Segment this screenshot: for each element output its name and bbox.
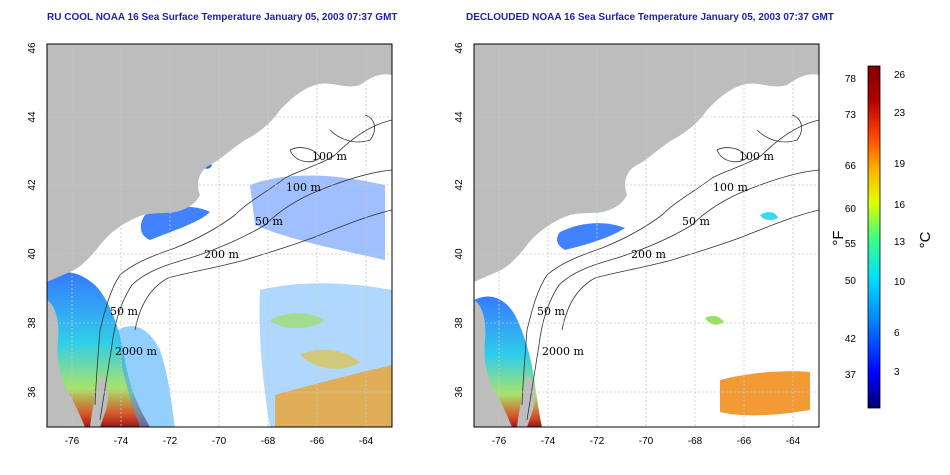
lon-tick-label: -72 [163, 436, 178, 447]
right-contour-labels: 100 m 100 m 50 m 200 m 50 m 2000 m [537, 150, 774, 358]
left-lon-ticks: -76 -74 -72 -70 -68 -66 -64 [65, 436, 374, 447]
contour-label: 100 m [286, 181, 321, 194]
fahrenheit-tick-label: 66 [845, 161, 857, 172]
lat-tick-label: 38 [27, 317, 38, 329]
lon-tick-label: -66 [737, 436, 752, 447]
right-lon-ticks: -76 -74 -72 -70 -68 -66 -64 [492, 436, 801, 447]
lat-tick-label: 46 [27, 42, 38, 54]
left-sst-imagery [47, 161, 392, 427]
lon-tick-label: -74 [114, 436, 129, 447]
left-contour-labels: 100 m 100 m 50 m 200 m 50 m 2000 m [110, 150, 347, 358]
contour-label: 100 m [739, 150, 774, 163]
colorbar-fahrenheit-ticks: 78 73 66 60 55 50 42 37 [845, 74, 857, 381]
colorbar-celsius-ticks: 26 23 19 16 13 10 6 3 [894, 70, 906, 378]
right-land [474, 44, 819, 427]
fahrenheit-tick-label: 55 [845, 239, 857, 250]
lon-tick-label: -70 [212, 436, 227, 447]
contour-label: 50 m [255, 215, 283, 228]
lon-tick-label: -64 [786, 436, 801, 447]
contour-label: 50 m [110, 305, 138, 318]
fahrenheit-unit-label: °F [830, 230, 847, 245]
contour-label: 200 m [631, 248, 666, 261]
lon-tick-label: -72 [590, 436, 605, 447]
celsius-tick-label: 26 [894, 70, 906, 81]
celsius-tick-label: 6 [894, 328, 900, 339]
contour-label: 100 m [312, 150, 347, 163]
lat-tick-label: 42 [27, 179, 38, 191]
left-lat-ticks: 46 44 42 40 38 36 [27, 42, 38, 398]
lon-tick-label: -64 [359, 436, 374, 447]
lat-tick-label: 36 [454, 386, 465, 398]
celsius-tick-label: 19 [894, 159, 906, 170]
fahrenheit-tick-label: 42 [845, 334, 857, 345]
lat-tick-label: 42 [454, 179, 465, 191]
left-land [47, 44, 392, 427]
lon-tick-label: -76 [492, 436, 507, 447]
left-grid [47, 44, 392, 427]
celsius-tick-label: 23 [894, 108, 906, 119]
lat-tick-label: 36 [27, 386, 38, 398]
contour-label: 100 m [713, 181, 748, 194]
fahrenheit-tick-label: 37 [845, 370, 857, 381]
lat-tick-label: 44 [454, 111, 465, 123]
lat-tick-label: 40 [454, 248, 465, 260]
celsius-tick-label: 3 [894, 367, 900, 378]
left-map-frame [46, 43, 393, 428]
lon-tick-label: -66 [310, 436, 325, 447]
fahrenheit-tick-label: 73 [845, 110, 857, 121]
contour-label: 2000 m [542, 345, 584, 358]
lat-tick-label: 44 [27, 111, 38, 123]
right-panel-title: DECLOUDED NOAA 16 Sea Surface Temperatur… [466, 12, 834, 23]
celsius-tick-label: 16 [894, 200, 906, 211]
celsius-tick-label: 10 [894, 277, 906, 288]
left-panel-title: RU COOL NOAA 16 Sea Surface Temperature … [47, 12, 398, 23]
contour-label: 2000 m [115, 345, 157, 358]
right-map-frame [473, 43, 820, 428]
lon-tick-label: -70 [639, 436, 654, 447]
right-map-panel: 100 m 100 m 50 m 200 m 50 m 2000 m -76 -… [454, 42, 820, 447]
right-grid [474, 44, 819, 427]
lon-tick-label: -68 [688, 436, 703, 447]
lon-tick-label: -68 [261, 436, 276, 447]
right-bathymetry-contours [521, 114, 819, 421]
temperature-colorbar: 78 73 66 60 55 50 42 37 26 23 19 16 13 1… [830, 65, 934, 409]
lon-tick-label: -74 [541, 436, 556, 447]
right-lat-ticks: 46 44 42 40 38 36 [454, 42, 465, 398]
contour-label: 200 m [204, 248, 239, 261]
fahrenheit-tick-label: 78 [845, 74, 857, 85]
lat-tick-label: 38 [454, 317, 465, 329]
celsius-tick-label: 13 [894, 237, 906, 248]
contour-label: 50 m [537, 305, 565, 318]
contour-label: 50 m [682, 215, 710, 228]
left-map-panel: 100 m 100 m 50 m 200 m 50 m 2000 m -76 -… [27, 42, 393, 447]
left-bathymetry-contours [94, 114, 392, 421]
celsius-unit-label: °C [917, 231, 934, 248]
lon-tick-label: -76 [65, 436, 80, 447]
lat-tick-label: 40 [27, 248, 38, 260]
fahrenheit-tick-label: 60 [845, 204, 857, 215]
fahrenheit-tick-label: 50 [845, 276, 857, 287]
colorbar-gradient [867, 65, 881, 409]
lat-tick-label: 46 [454, 42, 465, 54]
